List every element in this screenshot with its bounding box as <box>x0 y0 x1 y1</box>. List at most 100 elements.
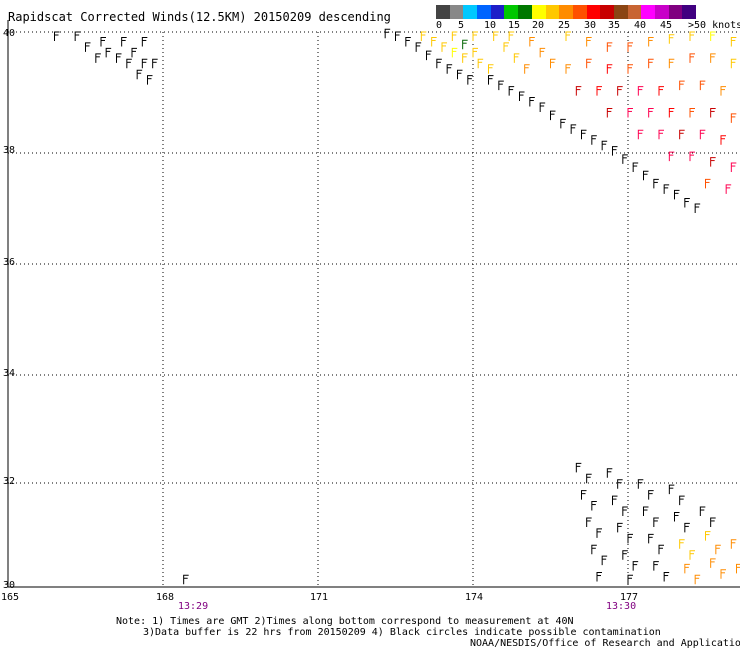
wind-barb <box>684 198 690 208</box>
legend-swatch <box>613 5 628 19</box>
legend-label: >50 knots <box>688 20 740 31</box>
wind-barb <box>622 550 628 560</box>
wind-barb <box>668 107 675 118</box>
wind-barb <box>679 129 685 140</box>
legend-swatch <box>668 5 683 19</box>
legend-swatch <box>504 5 519 19</box>
wind-barb <box>663 572 670 582</box>
wind-barb <box>658 544 664 555</box>
lon-label-171: 171 <box>310 592 329 603</box>
lat-label-38: 38 <box>3 145 16 156</box>
wind-barb <box>415 42 422 52</box>
wind-barb <box>648 107 654 118</box>
wind-barb <box>689 151 695 162</box>
wind-barb <box>141 36 148 47</box>
wind-barb <box>725 184 732 194</box>
wind-barb <box>627 533 633 544</box>
wind-barb <box>699 80 706 91</box>
lat-label-34: 34 <box>3 368 16 379</box>
wind-barb <box>141 58 148 69</box>
lat-label-30: 30 <box>3 580 16 591</box>
wind-barb <box>131 47 137 58</box>
wind-barb <box>632 162 639 173</box>
wind-barb <box>436 58 442 69</box>
wind-barb <box>637 86 644 96</box>
wind-barb <box>488 64 494 74</box>
wind-barb <box>710 31 716 41</box>
wind-barb <box>653 517 659 527</box>
wind-barb <box>539 47 546 58</box>
legend-swatch <box>586 5 601 19</box>
wind-barb <box>710 53 716 63</box>
wind-barb <box>679 80 685 91</box>
wind-barb <box>694 203 701 213</box>
wind-barb <box>524 64 530 74</box>
wind-barb <box>668 34 675 44</box>
wind-barb <box>627 107 633 118</box>
legend-label: 5 <box>458 20 465 31</box>
wind-barb <box>467 75 473 85</box>
wind-barb <box>591 501 597 511</box>
wind-barb <box>446 64 453 74</box>
wind-barb <box>529 97 535 107</box>
legend-label: 15 <box>508 20 521 31</box>
wind-barb <box>136 69 143 80</box>
wind-barb <box>420 31 427 41</box>
lat-label-32: 32 <box>3 476 16 487</box>
legend-swatch <box>627 5 642 19</box>
wind-barb <box>581 490 587 500</box>
wind-barb <box>451 31 458 41</box>
wind-barb <box>648 36 654 47</box>
wind-barb <box>627 64 633 74</box>
legend-label: 45 <box>660 20 673 31</box>
wind-barb <box>539 102 546 112</box>
lat-label-40: 40 <box>3 28 16 39</box>
wind-barb <box>720 86 726 96</box>
wind-barb <box>498 80 504 91</box>
wind-barb <box>591 135 597 145</box>
wind-barb <box>648 490 654 500</box>
wind-barb <box>508 86 515 96</box>
wind-barb <box>183 574 189 585</box>
wind-barb <box>648 533 654 544</box>
wind-barb <box>653 178 659 189</box>
wind-barb <box>601 140 608 151</box>
note-line-2: 3)Data buffer is 22 hrs from 20150209 4)… <box>143 627 661 638</box>
wind-barb <box>441 42 447 52</box>
wind-barb <box>730 58 737 69</box>
wind-barb <box>395 31 401 41</box>
wind-barb <box>648 58 654 69</box>
wind-barb <box>560 118 566 129</box>
wind-barb <box>684 522 690 533</box>
wind-barb <box>74 31 81 41</box>
wind-barb <box>85 42 91 52</box>
legend-label: 30 <box>584 20 597 31</box>
lon-label-177: 177 <box>620 592 639 603</box>
wind-barb <box>472 31 478 41</box>
wind-barb <box>689 53 695 63</box>
wind-barb <box>730 539 737 549</box>
note-line-1: Note: 1) Times are GMT 2)Times along bot… <box>116 616 574 627</box>
legend-swatch <box>600 5 614 19</box>
legend-swatch <box>559 5 573 19</box>
wind-barb <box>705 531 711 541</box>
wind-barb <box>457 69 463 80</box>
wind-barb <box>503 42 509 52</box>
wind-barb <box>152 58 158 69</box>
wind-barb <box>586 58 592 69</box>
wind-barb <box>689 31 695 41</box>
wind-barb <box>663 184 670 194</box>
wind-barb <box>736 563 740 574</box>
legend-swatch <box>463 5 478 19</box>
wind-barb <box>637 479 644 489</box>
wind-barb <box>431 36 437 47</box>
wind-barb <box>658 129 664 140</box>
wind-barb <box>679 539 685 549</box>
wind-barb <box>586 36 592 47</box>
wind-barb <box>405 36 411 47</box>
wind-barb <box>586 473 592 484</box>
lon-label-165: 165 <box>1 592 20 603</box>
wind-barb <box>519 91 525 102</box>
